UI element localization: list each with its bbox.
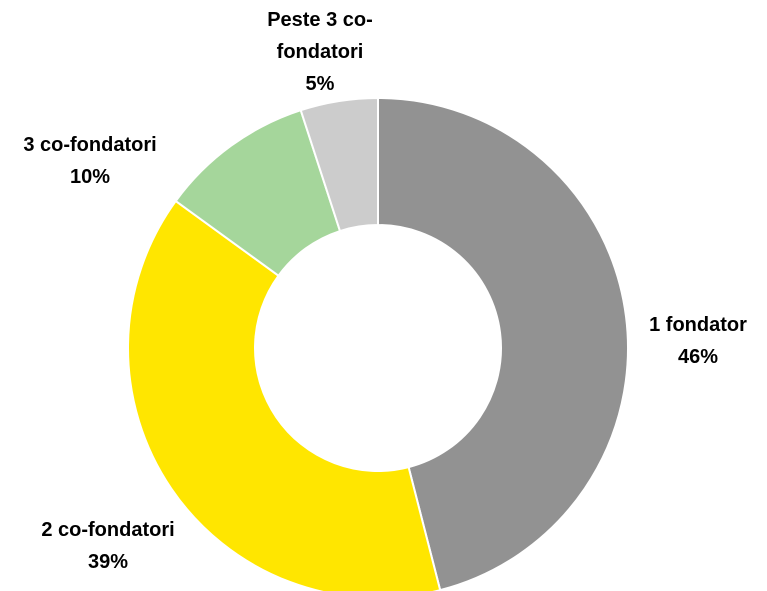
category-label: 1 fondator (649, 314, 747, 336)
data-label: Peste 3 co-fondatori 5% (245, 4, 395, 100)
data-label: 3 co-fondatori 10% (0, 129, 190, 193)
donut-slice (377, 96, 629, 591)
value-label: 46% (677, 346, 719, 368)
data-label: 1 fondator 46% (598, 309, 767, 373)
category-label: Peste 3 co-fondatori (267, 9, 373, 63)
data-label: 2 co-fondatori 39% (8, 514, 208, 578)
donut-slice (299, 96, 379, 233)
category-label: 3 co-fondatori (23, 134, 157, 156)
donut-slice (127, 199, 442, 591)
value-label: 5% (305, 73, 335, 95)
category-label: 2 co-fondatori (41, 519, 175, 541)
value-label: 39% (87, 551, 129, 573)
value-label: 10% (69, 166, 111, 188)
